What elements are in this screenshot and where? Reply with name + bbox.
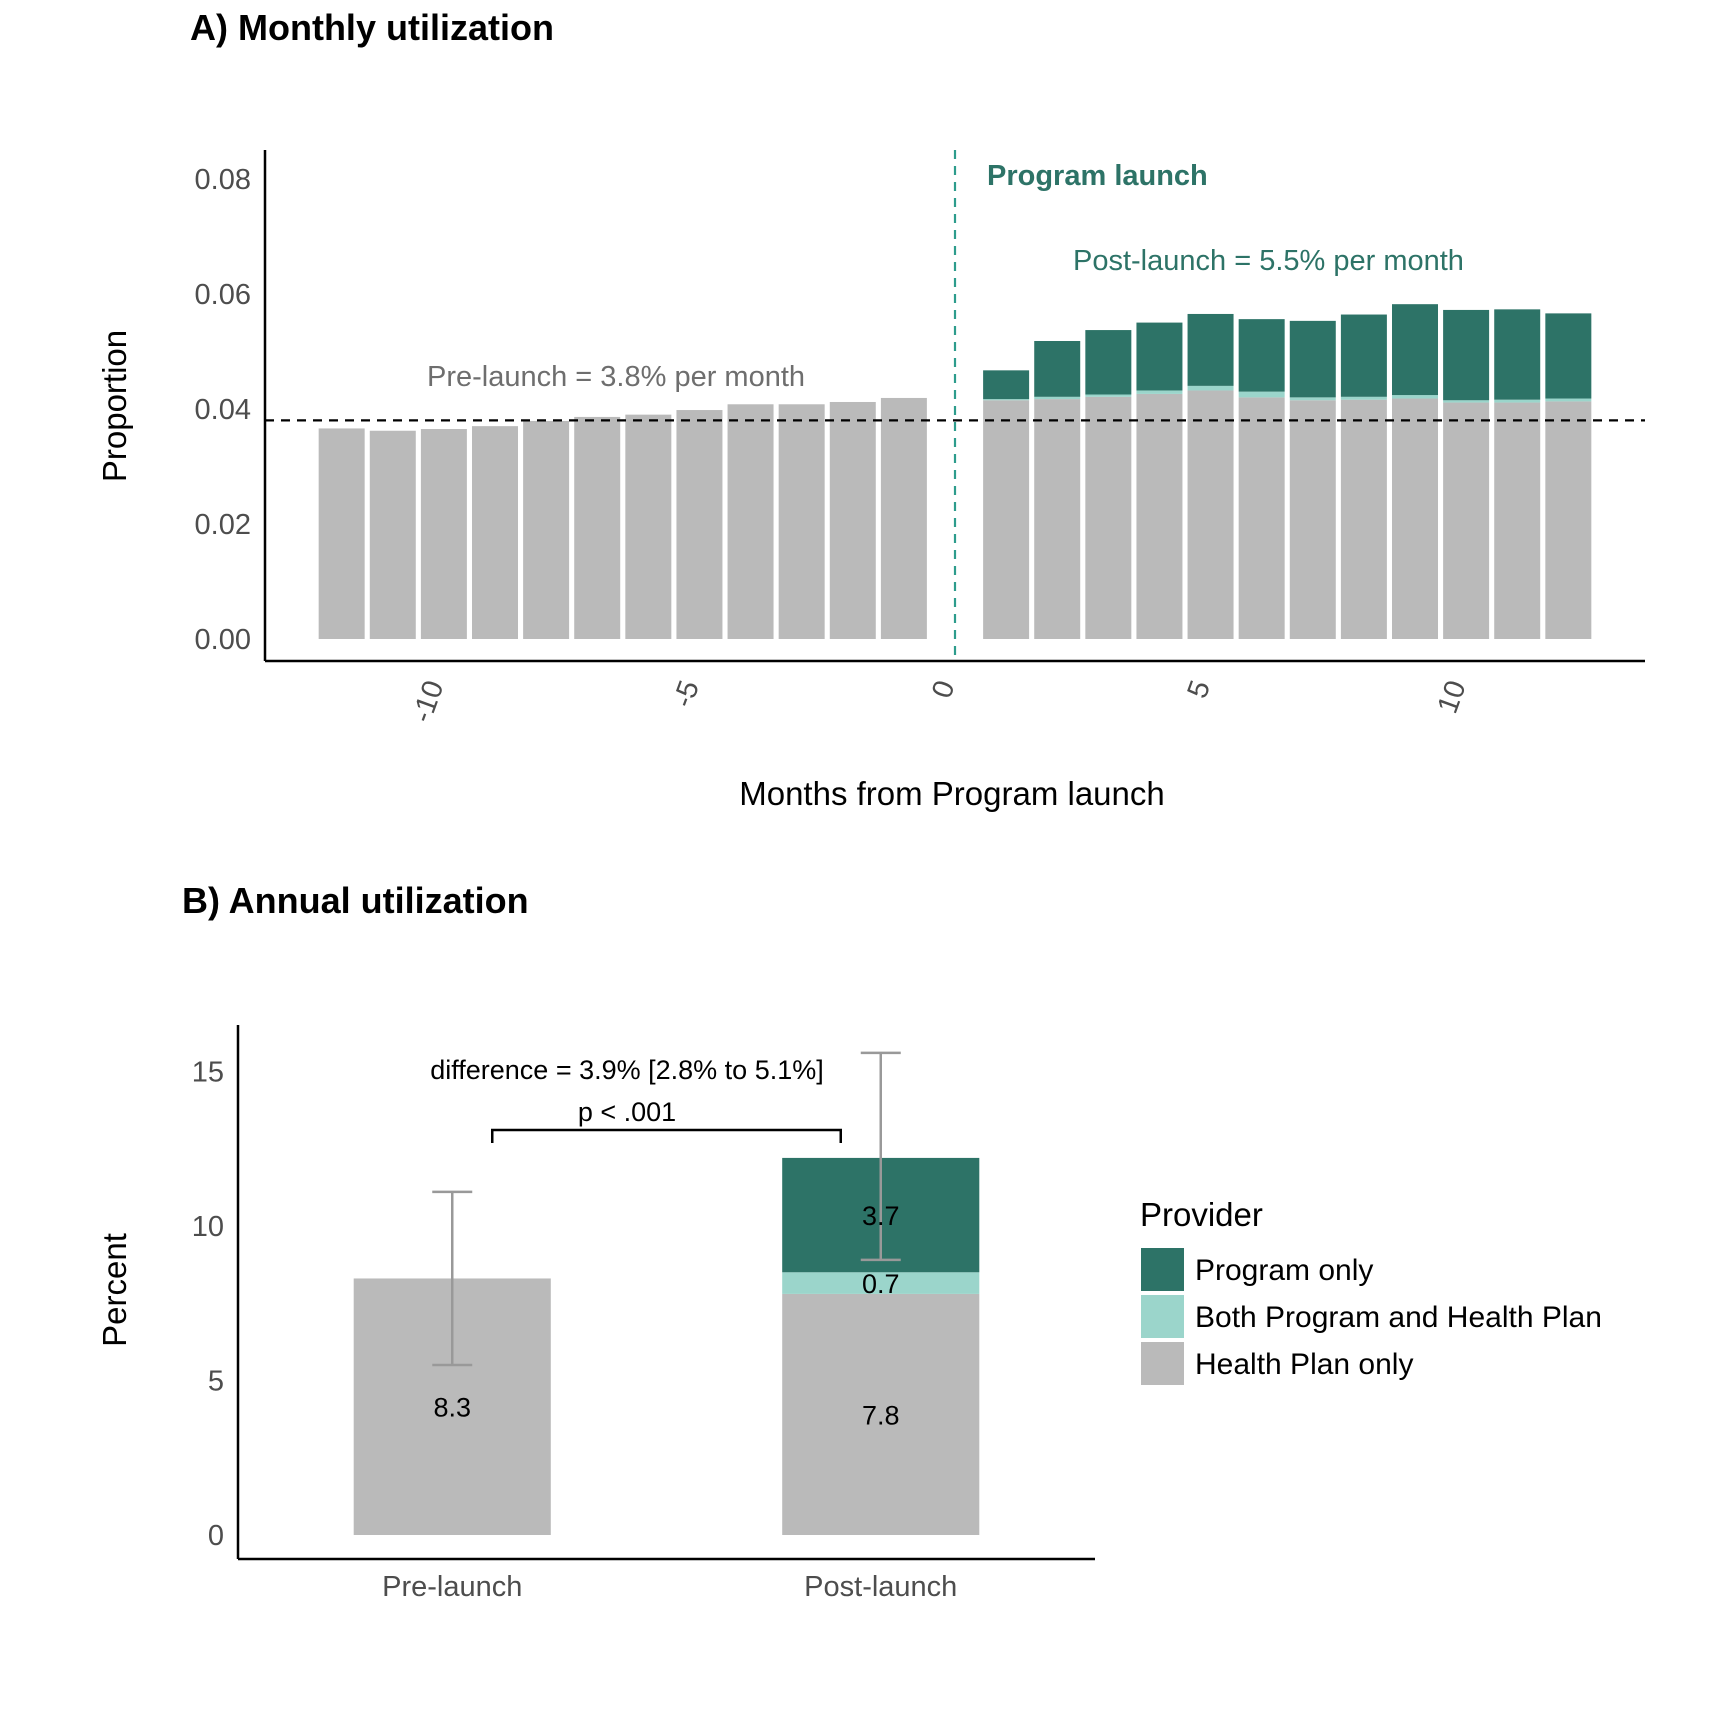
bar-month--6-series-0 [625,414,672,639]
bar-month-4-series-2 [1136,322,1183,391]
panel-b-y-tick-label: 5 [208,1365,224,1397]
panel-b-x-tick-label: Pre-launch [382,1571,522,1603]
bar-value-label: 8.3 [433,1393,471,1423]
panel-b-x-tick-label: Post-launch [804,1571,957,1603]
bar-month-4-series-0 [1136,393,1183,639]
bar-month--4-series-0 [727,404,774,639]
panel-a-y-tick-label: 0.02 [195,509,251,541]
legend: Program only Both Program and Health Plan… [1141,1248,1602,1385]
panel-b-plot: 8.3 7.8 0.7 3.7 0 5 10 15 Pre-launch Post-launch [192,1025,1095,1603]
pre-launch-rate-label: Pre-launch = 3.8% per month [427,361,805,393]
bar-month-2-series-2 [1034,340,1081,397]
bar-month--3-series-0 [778,404,825,639]
bar-month-1-series-2 [983,370,1030,400]
bar-month-7-series-1 [1289,397,1336,401]
bar-month-3-series-1 [1085,394,1132,397]
bar-month-8-series-1 [1340,396,1387,400]
bar-month-6-series-2 [1238,319,1285,392]
panel-a-x-axis-title: Months from Program launch [739,775,1165,812]
bar-month--10-series-0 [420,429,467,639]
bar-month--11-series-0 [369,430,416,639]
panel-a-y-axis-title: Proportion [96,330,133,482]
bar-month-10-series-1 [1443,400,1490,403]
legend-item-label: Health Plan only [1195,1348,1413,1381]
panel-a-plot: 0.00 0.02 0.04 0.06 0.08 -10 -5 0 5 10 [195,150,1645,727]
bar-post-launch-series-0 [782,1293,980,1535]
bar-month--5-series-0 [676,410,723,639]
panel-a-title: A) Monthly utilization [190,7,554,48]
difference-label: difference = 3.9% [2.8% to 5.1%] [430,1055,824,1085]
legend-title: Provider [1140,1196,1263,1233]
panel-b-y-tick-label: 0 [208,1520,224,1552]
bar-month--12-series-0 [318,428,365,639]
bar-month-9-series-0 [1392,398,1438,639]
panel-b-y-axis-title: Percent [96,1233,133,1347]
bar-month-9-series-2 [1392,304,1438,396]
bar-month-12-series-1 [1545,398,1592,402]
bar-month-6-series-1 [1238,391,1285,398]
bar-month-11-series-0 [1494,402,1541,639]
legend-swatch [1141,1342,1184,1385]
legend-item-label: Program only [1195,1254,1373,1287]
bar-month-4-series-1 [1136,390,1183,394]
bar-month-8-series-2 [1340,314,1387,397]
panel-a-y-tick-label: 0.08 [195,164,251,196]
legend-swatch [1141,1248,1184,1291]
bar-month-12-series-0 [1545,401,1592,639]
legend-swatch [1141,1295,1184,1338]
bar-month-7-series-0 [1289,400,1336,639]
panel-a-x-tick-label: -10 [406,676,450,726]
program-launch-label: Program launch [987,160,1208,192]
bar-month--2-series-0 [829,401,876,639]
post-launch-rate-label: Post-launch = 5.5% per month [1073,245,1464,277]
panel-a-x-tick-label: 0 [926,676,962,702]
bar-month--8-series-0 [523,420,570,639]
bar-month-3-series-0 [1085,396,1132,639]
panel-b-title: B) Annual utilization [182,880,529,921]
panel-a-y-tick-label: 0.04 [195,394,251,426]
bar-month-5-series-0 [1187,390,1234,639]
panel-a-x-tick-label: 5 [1182,676,1218,702]
bar-month-1-series-1 [983,399,1030,401]
panel-b-y-tick-label: 10 [192,1211,224,1243]
bar-month-1-series-0 [983,400,1030,639]
bar-month-2-series-0 [1034,399,1081,639]
bar-value-label: 0.7 [862,1269,900,1299]
panel-a-y-tick-label: 0.00 [195,624,251,656]
bar-month-10-series-0 [1443,402,1490,639]
bar-month-6-series-0 [1238,397,1285,639]
panel-a-y-tick-label: 0.06 [195,279,251,311]
panel-a-x-tick-label: -5 [667,676,706,711]
panel-a-x-tick-label: 10 [1432,676,1473,717]
bar-month-5-series-1 [1187,385,1234,391]
bar-value-label: 3.7 [862,1201,900,1231]
bar-month-10-series-2 [1443,309,1490,401]
bar-month-11-series-2 [1494,309,1541,400]
bar-post-launch-series-1 [782,1272,980,1294]
bar-month-8-series-0 [1340,399,1387,639]
bar-month-2-series-1 [1034,396,1081,400]
legend-item-label: Both Program and Health Plan [1195,1301,1602,1334]
p-value-label: p < .001 [578,1097,676,1127]
bar-month--9-series-0 [472,426,518,639]
bar-month--1-series-0 [880,397,927,639]
significance-bracket [491,1128,842,1143]
bar-month-3-series-2 [1085,330,1132,395]
bar-month-7-series-2 [1289,320,1336,398]
bar-month-5-series-2 [1187,313,1234,386]
bar-month--7-series-0 [574,416,621,639]
bar-value-label: 7.8 [862,1400,900,1430]
bar-month-12-series-2 [1545,313,1592,399]
panel-b-y-tick-label: 15 [192,1056,224,1088]
bar-month-9-series-1 [1392,395,1438,399]
bar-month-11-series-1 [1494,399,1541,403]
